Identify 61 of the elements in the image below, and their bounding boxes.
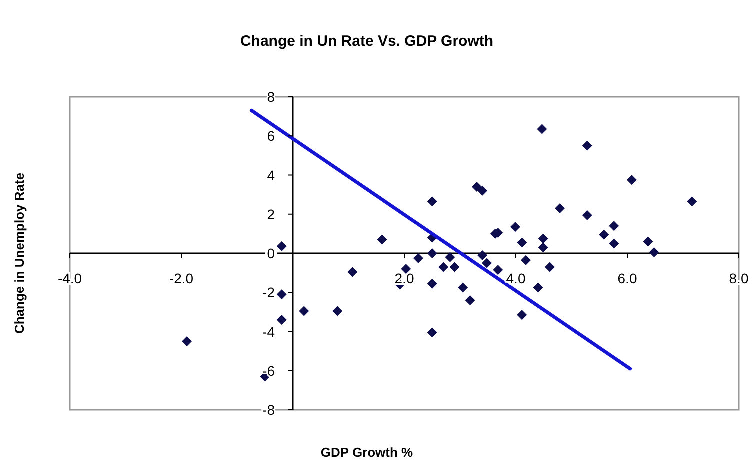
x-tick-label: 4.0 [506, 270, 526, 286]
point [427, 278, 438, 289]
x-tick-label: 6.0 [618, 270, 638, 286]
point [521, 255, 532, 266]
y-tick-label: 8 [267, 89, 276, 105]
point [545, 262, 556, 272]
point [445, 252, 456, 262]
y-tick-label: -8 [262, 402, 276, 418]
point [276, 315, 287, 326]
point [427, 196, 438, 207]
point [533, 282, 544, 293]
point [599, 230, 610, 240]
chart-title: Change in Un Rate Vs. GDP Growth [240, 33, 494, 50]
x-tick-label: 8.0 [729, 270, 749, 286]
point [626, 175, 637, 186]
point [538, 234, 548, 244]
y-tick-label: -4 [262, 324, 276, 340]
point [649, 248, 660, 258]
point [465, 295, 476, 306]
point [332, 306, 343, 316]
x-tick-label: -4.0 [58, 270, 82, 286]
point [472, 182, 482, 192]
point [276, 290, 287, 300]
point [377, 234, 388, 245]
point [687, 196, 698, 207]
y-axis-title: Change in Unemploy Rate [12, 172, 27, 334]
x-tick-label: 2.0 [394, 270, 414, 286]
point [348, 267, 358, 278]
point [482, 258, 492, 268]
point [276, 241, 287, 252]
y-tick-label: 2 [267, 206, 276, 222]
point [478, 186, 488, 196]
point [555, 204, 566, 214]
point [413, 253, 424, 264]
point [609, 238, 620, 249]
y-tick-label: 0 [267, 246, 276, 262]
point [458, 282, 468, 293]
point [438, 262, 449, 272]
point [643, 236, 654, 247]
point [538, 242, 548, 253]
point [478, 250, 488, 260]
y-tick-label: 4 [267, 167, 276, 184]
y-tick-label: -6 [262, 362, 276, 379]
point [582, 210, 592, 220]
x-tick-label: -2.0 [169, 270, 194, 286]
point [493, 265, 504, 276]
x-axis-title: GDP Growth % [320, 445, 414, 460]
point [537, 124, 548, 134]
point [427, 328, 438, 338]
point [450, 262, 460, 272]
point [609, 221, 620, 232]
y-tick-label: -2 [262, 284, 276, 301]
point [427, 248, 438, 258]
point [582, 140, 592, 151]
point [401, 264, 412, 274]
y-tick-label: 6 [267, 128, 276, 144]
point [510, 222, 520, 232]
point [299, 306, 310, 316]
point [517, 238, 528, 248]
point [517, 310, 528, 320]
point [182, 336, 192, 347]
